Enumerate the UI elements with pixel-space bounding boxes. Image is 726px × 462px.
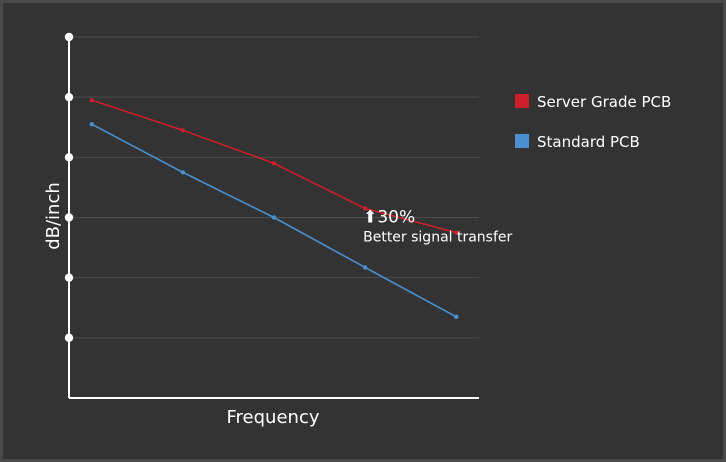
x-axis-label: Frequency [227, 407, 320, 428]
line-chart: dB/inch Frequency ⬆30% Better signal tra… [43, 32, 671, 428]
up-arrow-icon: ⬆ [363, 208, 377, 228]
data-point-1-4 [454, 314, 459, 319]
data-point-1-2 [271, 215, 277, 220]
y-axis-label: dB/inch [43, 182, 64, 250]
data-point-1-1 [180, 170, 186, 175]
y-tick-4 [64, 92, 74, 102]
annotation-percent: 30% [377, 208, 415, 228]
y-tick-2 [64, 213, 74, 222]
annotation-text: Better signal transfer [363, 230, 512, 246]
y-tick-3 [64, 153, 74, 162]
chart-frame: dB/inch Frequency ⬆30% Better signal tra… [3, 3, 723, 459]
series-lines [89, 97, 459, 319]
data-point-0-4 [454, 230, 459, 235]
y-tick-0 [64, 333, 74, 343]
annotation: ⬆30% Better signal transfer [363, 208, 512, 246]
y-axis-ticks [64, 32, 74, 343]
grid-lines [69, 36, 479, 339]
data-point-0-1 [180, 128, 186, 133]
legend-label-server-grade: Server Grade PCB [537, 93, 671, 111]
data-point-0-3 [362, 206, 368, 211]
data-point-1-3 [362, 265, 368, 270]
legend: Server Grade PCB Standard PCB [515, 93, 671, 151]
annotation-headline: ⬆30% [363, 208, 415, 228]
legend-swatch-standard [515, 134, 529, 148]
y-tick-5 [64, 32, 74, 42]
y-tick-1 [64, 273, 74, 282]
legend-label-standard: Standard PCB [537, 133, 640, 151]
data-point-1-0 [89, 122, 94, 127]
legend-swatch-server-grade [515, 94, 529, 108]
data-point-0-0 [89, 97, 94, 103]
data-point-0-2 [271, 161, 277, 166]
